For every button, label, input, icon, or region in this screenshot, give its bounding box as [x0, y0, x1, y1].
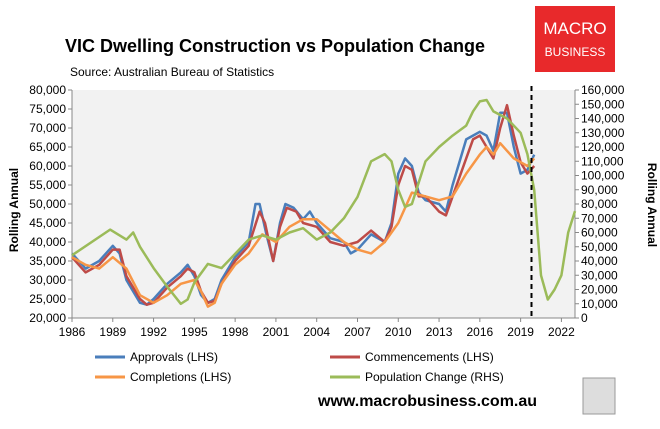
x-tick-label: 1998	[222, 325, 249, 339]
plot-area	[72, 90, 575, 318]
x-tick-label: 2004	[303, 325, 330, 339]
logo-text: BUSINESS	[545, 45, 606, 59]
x-tick-label: 2007	[344, 325, 371, 339]
series-line	[71, 98, 577, 306]
y-tick-label: 60,000	[29, 159, 66, 173]
y2-tick-label: 0	[581, 311, 588, 325]
fox-icon	[582, 377, 616, 415]
y2-tick-label: 150,000	[581, 97, 625, 111]
y-tick-label: 35,000	[29, 254, 66, 268]
y-axis-label: Rolling Annual	[7, 168, 21, 252]
chart-title: VIC Dwelling Construction vs Population …	[65, 36, 485, 56]
y2-tick-label: 70,000	[581, 211, 618, 225]
y2-tick-label: 160,000	[581, 83, 625, 97]
footer: www.macrobusiness.com.au	[317, 393, 537, 410]
y2-tick-label: 90,000	[581, 183, 618, 197]
y2-tick-label: 140,000	[581, 112, 625, 126]
y2-tick-label: 10,000	[581, 297, 618, 311]
x-tick-label: 2016	[466, 325, 493, 339]
subtitle: Source: Australian Bureau of Statistics	[70, 65, 274, 79]
y-tick-label: 70,000	[29, 121, 66, 135]
y-tick-label: 30,000	[29, 273, 66, 287]
logo-text: MACRO	[543, 19, 606, 38]
series-line	[71, 111, 536, 306]
legend-label: Population Change (RHS)	[365, 370, 504, 384]
logo	[535, 6, 615, 72]
x-tick-label: 2001	[263, 325, 290, 339]
x-tick-label: 2019	[507, 325, 534, 339]
legend-label: Completions (LHS)	[130, 370, 231, 384]
series-line	[71, 141, 536, 308]
y2-tick-label: 50,000	[581, 240, 618, 254]
y2-tick-label: 60,000	[581, 226, 618, 240]
y-tick-label: 40,000	[29, 235, 66, 249]
y2-tick-label: 130,000	[581, 126, 625, 140]
y-tick-label: 20,000	[29, 311, 66, 325]
x-tick-label: 1986	[59, 325, 86, 339]
x-tick-label: 2022	[548, 325, 575, 339]
y2-tick-label: 30,000	[581, 268, 618, 282]
y-tick-label: 50,000	[29, 197, 66, 211]
y2-tick-label: 110,000	[581, 154, 624, 168]
legend-label: Commencements (LHS)	[365, 350, 494, 364]
y-tick-label: 80,000	[29, 83, 66, 97]
y-tick-label: 55,000	[29, 178, 66, 192]
y2-tick-label: 20,000	[581, 283, 618, 297]
y2-tick-label: 100,000	[581, 169, 625, 183]
y2-tick-label: 120,000	[581, 140, 625, 154]
y-tick-label: 25,000	[29, 292, 66, 306]
x-tick-label: 1995	[181, 325, 208, 339]
y2-tick-label: 80,000	[581, 197, 618, 211]
legend-label: Approvals (LHS)	[130, 350, 218, 364]
y-tick-label: 45,000	[29, 216, 66, 230]
y-tick-label: 75,000	[29, 102, 66, 116]
series-line	[71, 103, 536, 306]
x-tick-label: 2010	[385, 325, 412, 339]
x-tick-label: 1992	[140, 325, 167, 339]
x-tick-label: 2013	[426, 325, 453, 339]
y-tick-label: 65,000	[29, 140, 66, 154]
x-tick-label: 1989	[99, 325, 126, 339]
y2-axis-label: Rolling Annual	[645, 163, 659, 247]
y2-tick-label: 40,000	[581, 254, 618, 268]
